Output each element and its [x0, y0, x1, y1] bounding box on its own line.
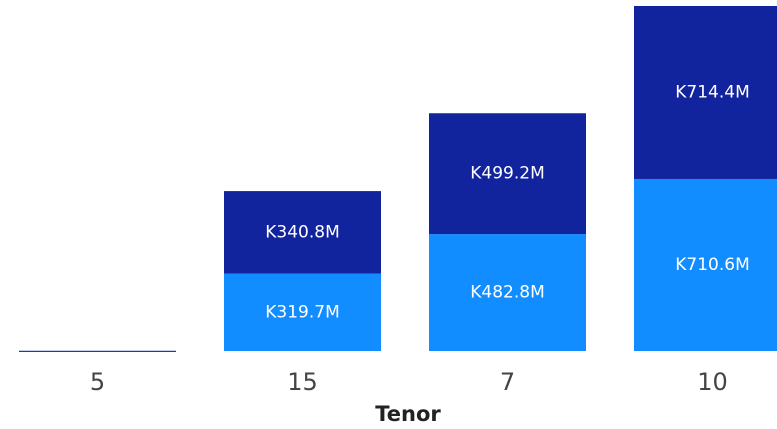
- bar-segment-10-s1: [634, 6, 777, 179]
- x-tick-label-7: 7: [500, 368, 515, 396]
- segment-labels-group: K319.7M K340.8M K482.8M K499.2M K710.6M K714.…: [265, 82, 749, 322]
- data-label-7-s1: K499.2M: [470, 164, 544, 184]
- data-label-10-s0: K710.6M: [675, 255, 749, 275]
- bar-segment-7-s0: [429, 234, 586, 351]
- x-tick-label-5: 5: [90, 368, 105, 396]
- bar-segment-7-s1: [429, 113, 586, 235]
- data-label-7-s0: K482.8M: [470, 283, 544, 303]
- data-label-15-s1: K340.8M: [265, 222, 339, 242]
- x-axis-title: Tenor: [375, 402, 441, 426]
- bar-segment-15-s1: [224, 191, 381, 274]
- x-tick-label-10: 10: [697, 368, 728, 396]
- bar-segment-10-s0: [634, 178, 777, 351]
- bar-segment-15-s0: [224, 273, 381, 351]
- data-label-10-s1: K714.4M: [675, 82, 749, 102]
- x-tick-labels-group: 5 15 7 10: [90, 368, 728, 396]
- data-label-15-s0: K319.7M: [265, 302, 339, 322]
- x-tick-label-15: 15: [287, 368, 318, 396]
- bars-group: [19, 6, 777, 352]
- bar-segment-5-s1: [19, 350, 176, 352]
